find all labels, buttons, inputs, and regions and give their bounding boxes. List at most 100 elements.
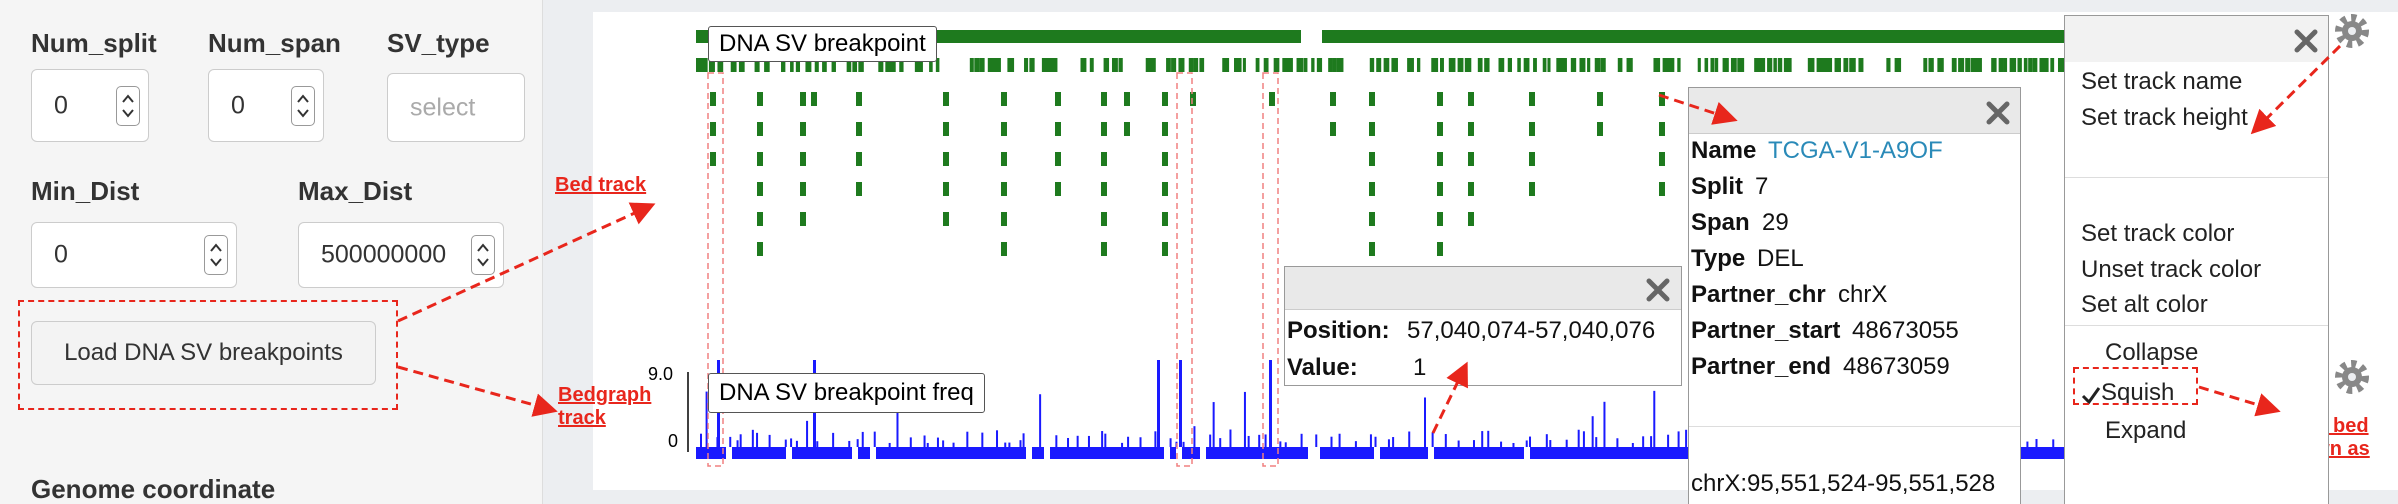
- bed-feature: [1722, 58, 1729, 72]
- bedgraph-bar: [1677, 431, 1680, 447]
- menu-item[interactable]: Set track color: [2081, 220, 2235, 247]
- bedgraph-base: [942, 447, 948, 459]
- bedgraph-base: [1302, 447, 1308, 459]
- close-button[interactable]: [1985, 100, 2011, 126]
- bedgraph-base: [840, 447, 846, 459]
- menu-item[interactable]: Collapse: [2105, 339, 2199, 366]
- menu-item[interactable]: Set alt color: [2081, 291, 2208, 318]
- bed-feature: [795, 58, 801, 72]
- y-min-label: 0: [668, 431, 679, 451]
- load-button[interactable]: Load DNA SV breakpoints: [31, 321, 376, 385]
- bedgraph-base: [1554, 447, 1560, 459]
- bedgraph-base: [996, 447, 1002, 459]
- bed-feature: [1951, 58, 1957, 72]
- bed-feature: [1437, 152, 1443, 166]
- bedgraph-base: [810, 447, 816, 459]
- bed-feature: [856, 182, 862, 196]
- bedgraph-bar: [1650, 436, 1653, 447]
- bed-feature: [2028, 58, 2033, 72]
- bedgraph-bar: [1104, 433, 1107, 447]
- bedgraph-bar: [1616, 438, 1619, 447]
- bed-feature: [1659, 122, 1665, 136]
- bedgraph-bar: [1179, 360, 1182, 447]
- bed-feature: [1547, 58, 1551, 72]
- bed-feature: [1391, 58, 1398, 72]
- input-text: 500000000: [321, 240, 447, 269]
- bed-feature: [1282, 58, 1287, 72]
- bed-feature: [1894, 58, 1902, 72]
- spinner[interactable]: [116, 85, 140, 126]
- bedgraph-base: [1584, 447, 1590, 459]
- menu-item[interactable]: Set track name: [2081, 68, 2243, 95]
- spinner[interactable]: [204, 235, 228, 275]
- bedgraph-base: [864, 447, 870, 459]
- spinner[interactable]: [471, 235, 495, 275]
- spinner-arrows: [297, 93, 309, 118]
- bedgraph-bar: [1182, 441, 1185, 447]
- bedgraph-base: [1092, 447, 1098, 459]
- bed-feature: [852, 58, 858, 72]
- bed-feature: [1330, 122, 1336, 136]
- bedgraph-base: [894, 447, 900, 459]
- bedgraph-bar: [1258, 434, 1261, 447]
- bedgraph-base: [822, 447, 828, 459]
- bedgraph-base: [1650, 447, 1656, 459]
- input-box[interactable]: 0: [31, 222, 237, 288]
- bed-feature: [1303, 58, 1308, 72]
- input-text: 0: [54, 91, 68, 119]
- bed-feature: [1937, 58, 1944, 72]
- bedgraph-base: [912, 447, 918, 459]
- input-box[interactable]: 0: [31, 69, 149, 142]
- gear-icon[interactable]: [2333, 12, 2371, 50]
- menu-item[interactable]: Set track height: [2081, 104, 2248, 131]
- bedgraph-base: [1578, 447, 1584, 459]
- bed-feature: [1807, 58, 1815, 72]
- popup-value[interactable]: TCGA-V1-A9OF: [1768, 137, 1943, 164]
- bed-feature: [2023, 58, 2028, 72]
- bed-feature: [1055, 152, 1061, 166]
- bed-feature: [1477, 58, 1483, 72]
- bed-feature: [1697, 58, 1701, 72]
- input-box[interactable]: 0: [208, 69, 324, 142]
- menu-item[interactable]: Squish: [2101, 379, 2175, 406]
- bed-feature: [1858, 58, 1864, 72]
- bed-feature: [1046, 58, 1053, 72]
- popup-value: 48673055: [1852, 317, 1959, 344]
- bedgraph-base: [816, 447, 822, 459]
- bed-feature: [1369, 92, 1375, 106]
- spinner[interactable]: [291, 85, 315, 126]
- bedgraph-base: [1662, 447, 1668, 459]
- bedgraph-bar: [1154, 431, 1157, 447]
- close-button[interactable]: [1645, 277, 1671, 303]
- bedgraph-base: [1008, 447, 1014, 459]
- bed-feature: [2032, 58, 2038, 72]
- bed-feature: [856, 152, 862, 166]
- bedgraph-base: [1056, 447, 1062, 459]
- bedgraph-bar: [1653, 390, 1656, 447]
- bed-feature: [1617, 58, 1623, 72]
- bedgraph-base: [1098, 447, 1104, 459]
- bedgraph-bar: [909, 437, 912, 447]
- close-icon: [2294, 29, 2318, 53]
- bedgraph-base: [1614, 447, 1620, 459]
- bedgraph-base: [1392, 447, 1398, 459]
- bedgraph-base: [2040, 447, 2046, 459]
- input-box[interactable]: select: [387, 73, 525, 142]
- bed-feature: [1055, 182, 1061, 196]
- gear-graphic: [2335, 360, 2369, 394]
- bedgraph-base: [714, 447, 720, 459]
- popup-key: Type: [1691, 245, 1746, 272]
- bed-feature: [1826, 58, 1833, 72]
- bed-feature: [1704, 58, 1709, 72]
- bedgraph-bar: [1279, 441, 1282, 447]
- popup-key: Partner_chr: [1691, 281, 1826, 308]
- bed-feature: [1777, 58, 1783, 72]
- menu-item[interactable]: Expand: [2105, 417, 2187, 444]
- bed-feature: [1369, 182, 1375, 196]
- bedgraph-base: [792, 447, 798, 459]
- bed-feature: [1529, 122, 1535, 136]
- close-button[interactable]: [2293, 28, 2319, 54]
- menu-item[interactable]: Unset track color: [2081, 256, 2262, 283]
- input-box[interactable]: 500000000: [298, 222, 504, 288]
- gear-icon[interactable]: [2333, 358, 2371, 396]
